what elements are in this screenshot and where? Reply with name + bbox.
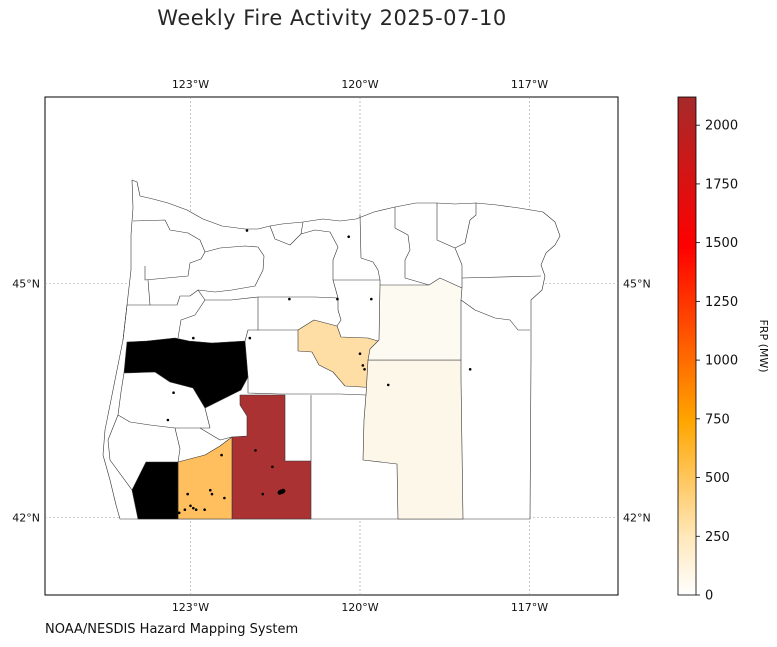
fire-detection-point [468,368,472,371]
fire-detection-point [245,229,249,232]
colorbar-tick-label: 1000 [705,354,738,369]
fire-detection-point [363,368,366,371]
lon-tick-label-bottom: 117°W [511,601,548,614]
fire-detection-point [208,488,212,492]
county-linn-lane [123,337,249,409]
axis-tick-labels: 123°W 123°W 120°W 120°W 117°W 117°W 45°N 45°N 42… [12,78,650,614]
data-source-credit: NOAA/NESDIS Hazard Mapping System [45,622,299,637]
fire-detection-point [189,504,192,508]
fire-detection-point [361,364,365,367]
colorbar-tick-label: 1500 [705,236,738,251]
fire-detection-point [358,352,362,356]
lat-tick-label-left: 45°N [12,278,40,291]
fire-detection-point [183,508,187,512]
lon-tick-label-top: 120°W [341,78,378,91]
colorbar-label: FRP (MW) [757,319,770,372]
fire-detections [163,229,472,515]
colorbar-tick-label: 1750 [705,177,738,192]
lat-tick-label-right: 42°N [623,512,651,525]
colorbar-tick-label: 1250 [705,295,738,310]
fire-detection-point [280,488,286,494]
fire-detection-point [254,449,257,452]
colorbar-tick-label: 500 [705,471,730,486]
fire-detection-point [194,508,198,512]
county-josephine [131,461,179,520]
colorbar-tick-label: 0 [705,589,713,604]
fire-detection-point [186,492,189,496]
fire-detection-point [172,504,175,508]
fire-detection-point [172,391,175,395]
map-title: Weekly Fire Activity 2025-07-10 [157,6,507,30]
fire-detection-point [163,496,167,500]
county-grant [367,277,463,361]
colorbar-tick-label: 250 [705,530,730,545]
fire-detection-point [192,336,195,340]
county-harney [362,359,464,520]
fire-detection-point [177,511,181,515]
fire-detection-point [336,297,339,301]
lon-tick-label-bottom: 120°W [341,601,378,614]
colorbar-tick-label: 2000 [705,119,738,134]
fire-detection-point [277,490,282,495]
fire-detection-point [288,297,291,301]
fire-detection-point [370,297,373,301]
county-crook [297,319,382,389]
lon-tick-label-top: 117°W [511,78,548,91]
fire-detection-point [248,336,252,340]
fire-detection-point [203,508,206,512]
fire-detection-point [223,496,226,500]
oregon-counties [102,179,561,520]
fire-detection-point [210,492,214,496]
fire-detection-point [192,506,195,510]
lat-tick-label-right: 45°N [623,278,651,291]
colorbar-ticks: 0 250 500 750 1000 1250 1500 1750 2000 [696,119,738,604]
colorbar-gradient [677,96,697,596]
colorbar-tick-label: 750 [705,412,730,427]
fire-detection-point [271,465,274,469]
fire-detection-point [347,235,351,238]
fire-detection-point [166,418,170,422]
lat-tick-label-left: 42°N [12,512,40,525]
fire-detection-point [220,453,223,457]
lon-tick-label-top: 123°W [172,78,209,91]
fire-detection-point [386,383,390,387]
lon-tick-label-bottom: 123°W [172,601,209,614]
fire-detection-point [261,492,265,496]
